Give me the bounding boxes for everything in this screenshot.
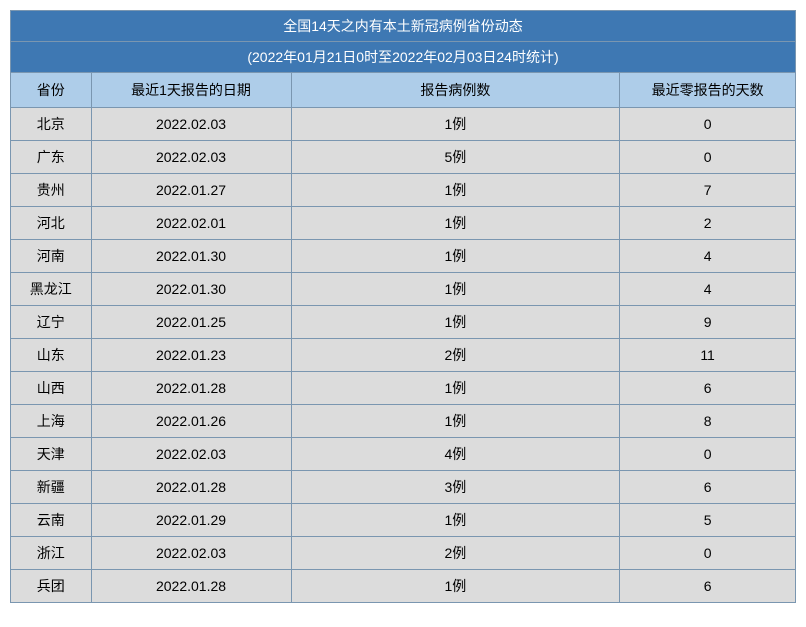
cell-province: 兵团: [11, 570, 92, 603]
cell-date: 2022.01.30: [91, 240, 291, 273]
table-row: 天津2022.02.034例0: [11, 438, 796, 471]
table-row: 新疆2022.01.283例6: [11, 471, 796, 504]
cell-cases: 2例: [291, 537, 620, 570]
table-subtitle-row: (2022年01月21日0时至2022年02月03日24时统计): [11, 42, 796, 73]
cell-cases: 1例: [291, 504, 620, 537]
cell-cases: 1例: [291, 240, 620, 273]
table-row: 黑龙江2022.01.301例4: [11, 273, 796, 306]
cell-zero-days: 4: [620, 273, 796, 306]
cell-province: 山西: [11, 372, 92, 405]
table-row: 山西2022.01.281例6: [11, 372, 796, 405]
cell-cases: 1例: [291, 207, 620, 240]
cell-province: 天津: [11, 438, 92, 471]
cell-zero-days: 6: [620, 471, 796, 504]
cell-date: 2022.01.28: [91, 372, 291, 405]
cell-date: 2022.01.23: [91, 339, 291, 372]
cell-province: 河北: [11, 207, 92, 240]
cell-cases: 1例: [291, 570, 620, 603]
cell-zero-days: 9: [620, 306, 796, 339]
col-header-date: 最近1天报告的日期: [91, 73, 291, 108]
cell-zero-days: 6: [620, 570, 796, 603]
table-row: 浙江2022.02.032例0: [11, 537, 796, 570]
table-row: 兵团2022.01.281例6: [11, 570, 796, 603]
covid-province-table: 全国14天之内有本土新冠病例省份动态 (2022年01月21日0时至2022年0…: [10, 10, 796, 603]
cell-zero-days: 11: [620, 339, 796, 372]
cell-date: 2022.01.30: [91, 273, 291, 306]
cell-date: 2022.02.03: [91, 108, 291, 141]
cell-date: 2022.02.01: [91, 207, 291, 240]
table-row: 贵州2022.01.271例7: [11, 174, 796, 207]
cell-province: 浙江: [11, 537, 92, 570]
table-row: 河南2022.01.301例4: [11, 240, 796, 273]
cell-zero-days: 0: [620, 108, 796, 141]
cell-zero-days: 2: [620, 207, 796, 240]
cell-cases: 1例: [291, 306, 620, 339]
cell-cases: 1例: [291, 108, 620, 141]
cell-date: 2022.01.28: [91, 471, 291, 504]
cell-cases: 1例: [291, 273, 620, 306]
cell-date: 2022.02.03: [91, 438, 291, 471]
table-row: 上海2022.01.261例8: [11, 405, 796, 438]
cell-cases: 3例: [291, 471, 620, 504]
cell-zero-days: 8: [620, 405, 796, 438]
cell-province: 辽宁: [11, 306, 92, 339]
cell-cases: 1例: [291, 405, 620, 438]
cell-cases: 2例: [291, 339, 620, 372]
col-header-province: 省份: [11, 73, 92, 108]
table-title: 全国14天之内有本土新冠病例省份动态: [11, 11, 796, 42]
table-row: 辽宁2022.01.251例9: [11, 306, 796, 339]
table-row: 云南2022.01.291例5: [11, 504, 796, 537]
cell-zero-days: 0: [620, 438, 796, 471]
cell-province: 山东: [11, 339, 92, 372]
table-header-row: 省份 最近1天报告的日期 报告病例数 最近零报告的天数: [11, 73, 796, 108]
table-row: 山东2022.01.232例11: [11, 339, 796, 372]
cell-zero-days: 4: [620, 240, 796, 273]
cell-province: 上海: [11, 405, 92, 438]
cell-zero-days: 5: [620, 504, 796, 537]
table-row: 北京2022.02.031例0: [11, 108, 796, 141]
cell-date: 2022.02.03: [91, 141, 291, 174]
cell-cases: 1例: [291, 174, 620, 207]
cell-cases: 4例: [291, 438, 620, 471]
cell-zero-days: 7: [620, 174, 796, 207]
cell-cases: 5例: [291, 141, 620, 174]
cell-date: 2022.01.27: [91, 174, 291, 207]
cell-date: 2022.01.29: [91, 504, 291, 537]
cell-date: 2022.01.26: [91, 405, 291, 438]
cell-cases: 1例: [291, 372, 620, 405]
cell-province: 黑龙江: [11, 273, 92, 306]
cell-zero-days: 6: [620, 372, 796, 405]
cell-zero-days: 0: [620, 141, 796, 174]
cell-date: 2022.01.28: [91, 570, 291, 603]
cell-zero-days: 0: [620, 537, 796, 570]
table-subtitle: (2022年01月21日0时至2022年02月03日24时统计): [11, 42, 796, 73]
table-row: 河北2022.02.011例2: [11, 207, 796, 240]
cell-province: 北京: [11, 108, 92, 141]
table-row: 广东2022.02.035例0: [11, 141, 796, 174]
col-header-cases: 报告病例数: [291, 73, 620, 108]
cell-province: 贵州: [11, 174, 92, 207]
cell-province: 广东: [11, 141, 92, 174]
cell-date: 2022.02.03: [91, 537, 291, 570]
cell-province: 新疆: [11, 471, 92, 504]
cell-province: 云南: [11, 504, 92, 537]
cell-date: 2022.01.25: [91, 306, 291, 339]
col-header-zero-days: 最近零报告的天数: [620, 73, 796, 108]
table-title-row: 全国14天之内有本土新冠病例省份动态: [11, 11, 796, 42]
cell-province: 河南: [11, 240, 92, 273]
